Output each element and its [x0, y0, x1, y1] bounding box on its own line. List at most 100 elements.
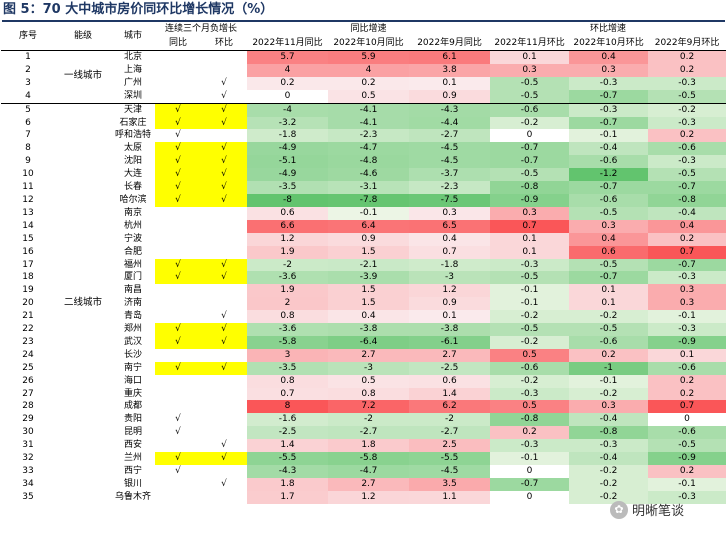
city-cell: 大连 [123, 169, 142, 180]
city-cell: 南京 [123, 207, 142, 218]
seq-cell: 33 [22, 466, 34, 476]
table-row: 24 长沙 3 2.7 2.7 0.5 0.2 0.1 [1, 348, 727, 362]
table-row: 33 西宁 √ -4.3 -4.7 -4.5 0 -0.2 0.2 [1, 465, 727, 478]
neg-mom-cell [201, 284, 247, 297]
mom-value-cell: -0.7 [569, 271, 649, 285]
table-row: 34 银川 √ 1.8 2.7 3.5 -0.7 -0.2 -0.1 [1, 477, 727, 491]
seq-cell: 19 [22, 285, 34, 296]
yoy-value-cell: -2.7 [409, 129, 491, 143]
seq-cell: 9 [25, 156, 31, 167]
neg-mom-cell [201, 375, 247, 388]
mom-value-cell: -0.6 [569, 193, 649, 207]
seq-cell: 30 [22, 427, 34, 438]
table-row: 22 郑州 √ √ -3.6 -3.8 -3.8 -0.5 -0.5 -0.3 [1, 323, 727, 336]
city-cell: 南昌 [123, 285, 142, 296]
yoy-value-cell: -1.8 [409, 258, 491, 272]
yoy-value-cell: -3 [328, 361, 410, 375]
yoy-value-cell: 1.1 [409, 490, 491, 504]
mom-value-cell: 0.2 [648, 129, 727, 143]
yoy-value-cell: -3.7 [409, 168, 491, 182]
yoy-value-cell: 0.1 [409, 310, 491, 324]
yoy-value-cell: 0.2 [247, 76, 329, 90]
city-cell: 西安 [123, 440, 142, 451]
mom-value-cell: 0.7 [648, 400, 727, 414]
mom-value-cell: 0.3 [569, 219, 649, 233]
yoy-value-cell: -3 [409, 271, 491, 285]
mom-value-cell: 0.4 [648, 219, 727, 233]
neg-mom-cell [201, 207, 247, 220]
mom-value-cell: -0.4 [569, 142, 649, 156]
tier-cell: 一线城市 [63, 70, 102, 82]
mom-value-cell: -0.3 [648, 271, 727, 285]
yoy-value-cell: -4.8 [328, 155, 410, 169]
watermark: ✿ 明晰笔谈 [610, 500, 684, 519]
seq-cell: 12 [22, 194, 34, 205]
yoy-value-cell: 1.9 [247, 245, 329, 259]
neg-yoy-cell [155, 478, 201, 491]
mom-value-cell: 0.1 [490, 245, 570, 259]
table-row: 18 厦门 √ √ -3.6 -3.9 -3 -0.5 -0.7 -0.3 [1, 271, 727, 285]
mom-value-cell: -0.3 [569, 102, 649, 117]
mom-value-cell: -0.3 [490, 439, 570, 453]
neg-yoy-cell [155, 349, 201, 362]
table-row: 2 上海 4 4 3.8 0.3 0.3 0.2 [1, 63, 727, 77]
mom-value-cell: 0.2 [648, 387, 727, 401]
yoy-value-cell: 0.9 [409, 89, 491, 104]
mom-value-cell: -0.6 [648, 426, 727, 440]
mom-value-cell: -0.5 [569, 323, 649, 336]
mom-value-cell: -0.7 [490, 142, 570, 156]
neg-mom-cell [201, 400, 247, 413]
table-row: 9 沈阳 √ √ -5.1 -4.8 -4.5 -0.7 -0.6 -0.3 [1, 155, 727, 169]
header-city: 城市 [111, 22, 155, 51]
seq-cell: 1 [25, 52, 31, 62]
neg-mom-cell [201, 129, 247, 142]
yoy-value-cell: 0.5 [328, 89, 410, 104]
table-row: 8 太原 √ √ -4.9 -4.7 -4.5 -0.7 -0.4 -0.6 [1, 142, 727, 156]
neg-yoy-cell: √ [155, 335, 201, 349]
neg-mom-cell: √ [201, 155, 248, 169]
table-row: 28 成都 8 7.2 6.2 0.5 0.3 0.7 [1, 400, 727, 414]
seq-cell: 22 [22, 324, 34, 335]
neg-yoy-cell: √ [175, 427, 181, 438]
city-cell: 乌鲁木齐 [114, 491, 151, 502]
mom-value-cell: -0.3 [648, 323, 727, 336]
mom-value-cell: -0.7 [569, 89, 649, 104]
table-row: 12 哈尔滨 √ √ -8 -7.8 -7.5 -0.9 -0.6 -0.8 [1, 193, 727, 207]
table-row: 23 武汉 √ √ -5.8 -6.4 -6.1 -0.2 -0.6 -0.9 [1, 335, 727, 349]
table-row: 5 二线城市 天津 √ √ -4 -4.1 -4.3 -0.6 -0.3 -0.2 [1, 102, 727, 504]
city-cell: 太原 [123, 143, 142, 154]
seq-cell: 10 [22, 169, 34, 180]
neg-yoy-cell [155, 207, 201, 220]
mom-value-cell: -0.1 [569, 374, 649, 388]
city-cell: 哈尔滨 [119, 194, 147, 205]
city-cell: 合肥 [123, 246, 142, 257]
neg-yoy-cell [155, 77, 201, 90]
yoy-value-cell: -3.6 [247, 323, 329, 336]
neg-mom-cell: √ [221, 77, 227, 88]
mom-value-cell: 0.3 [569, 400, 649, 414]
neg-yoy-cell [155, 284, 201, 297]
yoy-value-cell: 0.4 [409, 232, 491, 246]
header-yoy-col: 2022年10月同比 [328, 36, 410, 51]
yoy-value-cell: -0.1 [328, 206, 410, 220]
mom-value-cell: -0.7 [569, 181, 649, 194]
yoy-value-cell: 1.5 [328, 284, 410, 298]
mom-value-cell: -0.2 [569, 477, 649, 491]
mom-value-cell: 0.4 [569, 232, 649, 246]
yoy-value-cell: -5.8 [247, 335, 329, 349]
table-row: 29 贵阳 √ -1.6 -2 -2 -0.8 -0.4 0 [1, 413, 727, 427]
neg-mom-cell [201, 51, 247, 64]
yoy-value-cell: 0.7 [409, 245, 491, 259]
seq-cell: 15 [22, 233, 34, 244]
table-row: 14 杭州 6.6 6.4 6.5 0.7 0.3 0.4 [1, 219, 727, 233]
seq-cell: 25 [22, 362, 34, 373]
seq-cell: 7 [25, 130, 31, 141]
mom-value-cell: -1.2 [569, 168, 649, 182]
mom-value-cell: 0 [490, 465, 570, 478]
header-mom-col: 2022年10月环比 [569, 36, 649, 51]
yoy-value-cell: 1.5 [328, 297, 410, 311]
seq-cell: 26 [22, 375, 34, 386]
neg-yoy-cell: √ [155, 181, 201, 194]
seq-cell: 6 [25, 117, 31, 128]
yoy-value-cell: -2.7 [328, 426, 410, 440]
